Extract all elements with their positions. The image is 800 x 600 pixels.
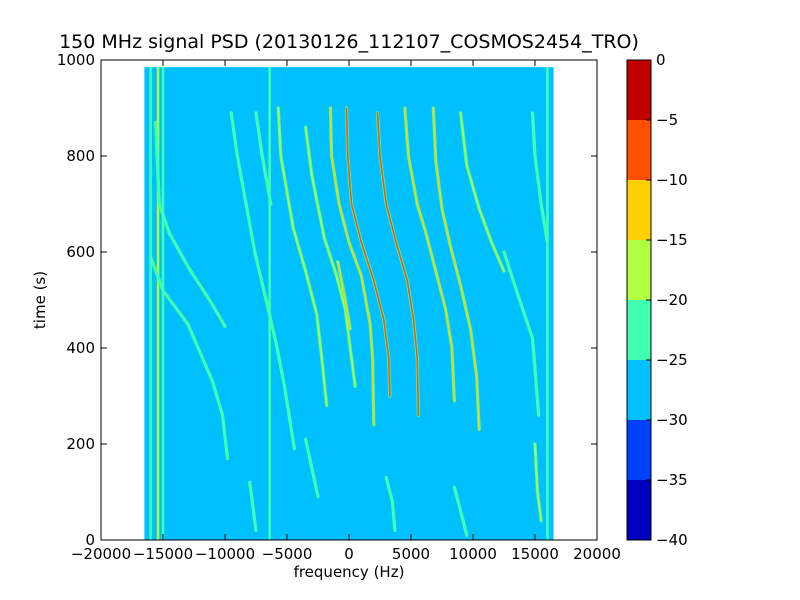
colorbar: 0 −5 −10 −15 −20 −25 −30 −35 −40 (626, 51, 688, 549)
colorbar-band (627, 480, 651, 540)
colorbar-tick-label: −25 (656, 351, 688, 369)
colorbar-tick-label: −30 (656, 411, 688, 429)
signal-trace-9 (345, 107, 391, 397)
signal-trace-10 (376, 112, 420, 417)
colorbar-tick-label: −20 (656, 291, 688, 309)
signal-trace-8 (336, 260, 352, 330)
y-tick-label: 400 (66, 339, 95, 357)
y-tick-label: 800 (66, 147, 95, 165)
signal-trace-7 (329, 107, 375, 426)
signal-trace-15 (531, 112, 549, 244)
colorbar-band (627, 300, 651, 360)
x-tick-label: 20000 (573, 545, 621, 563)
colorbar-tick-label: −10 (656, 171, 688, 189)
colorbar-band (627, 240, 651, 300)
x-tick-label: 5000 (392, 545, 430, 563)
colorbar-band (627, 180, 651, 240)
colorbar-tick-label: −15 (656, 231, 688, 249)
heatmap-background (144, 67, 554, 540)
x-tick-label: 0 (344, 545, 354, 563)
signal-trace-13 (459, 112, 505, 273)
chart-title: 150 MHz signal PSD (20130126_112107_COSM… (59, 31, 639, 53)
colorbar-band (627, 420, 651, 480)
colorbar-tick-label: −5 (656, 111, 678, 129)
signal-trace-14 (503, 251, 540, 417)
colorbar-band (627, 360, 651, 420)
signal-trace-12 (432, 107, 481, 431)
colorbar-band (627, 120, 651, 180)
y-tick-label: 0 (85, 531, 95, 549)
signal-trace-1 (149, 255, 229, 460)
signal-trace-2 (154, 121, 226, 328)
plot-area: −20000 −15000 −10000 −5000 0 5000 10000 15000 20… (57, 51, 621, 563)
x-tick-label: −15000 (133, 545, 193, 563)
colorbar-band (627, 60, 651, 120)
signal-trace-5 (277, 107, 328, 407)
signal-trace-11 (403, 107, 456, 402)
colorbar-tick-label: 0 (656, 51, 666, 69)
x-tick-label: −5000 (262, 545, 313, 563)
colorbar-tick-label: −40 (656, 531, 688, 549)
signal-trace-6 (304, 126, 357, 388)
y-tick-label: 600 (66, 243, 95, 261)
signal-trace-17 (304, 438, 319, 498)
x-tick-label: −10000 (195, 545, 255, 563)
x-axis-label: frequency (Hz) (294, 563, 405, 581)
heatmap-layer (144, 67, 554, 540)
signal-trace-19 (385, 476, 396, 532)
x-axis: −20000 −15000 −10000 −5000 0 5000 10000 15000 20… (71, 60, 621, 563)
signal-trace-3 (230, 112, 296, 450)
signal-trace-16 (534, 443, 543, 522)
signal-trace-4 (255, 112, 272, 205)
signal-trace-20 (453, 486, 468, 537)
y-tick-label: 1000 (57, 51, 95, 69)
x-tick-label: 15000 (511, 545, 559, 563)
signal-trace-18 (249, 481, 257, 532)
x-tick-label: −20000 (71, 545, 131, 563)
x-tick-label: 10000 (449, 545, 497, 563)
colorbar-tick-label: −35 (656, 471, 688, 489)
y-axis: 0 200 400 600 800 1000 (57, 51, 597, 549)
y-tick-label: 200 (66, 435, 95, 453)
y-axis-label: time (s) (31, 271, 49, 329)
